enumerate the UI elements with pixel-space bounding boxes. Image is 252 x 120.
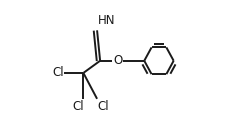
- Text: Cl: Cl: [73, 100, 84, 113]
- Text: O: O: [113, 54, 122, 67]
- Text: Cl: Cl: [98, 100, 109, 113]
- Text: HN: HN: [98, 14, 115, 27]
- Text: Cl: Cl: [52, 66, 64, 79]
